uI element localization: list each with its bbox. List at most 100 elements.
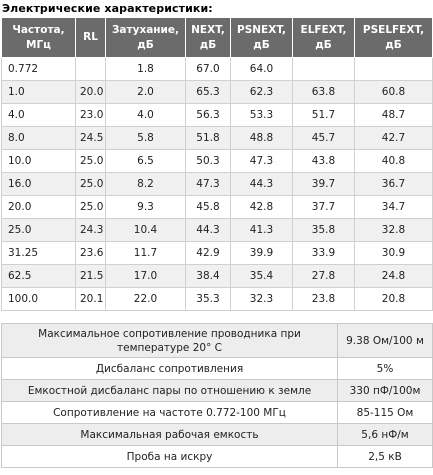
column-header: PSELFEXT, дБ	[354, 17, 433, 58]
table-cell: 51.8	[185, 126, 231, 150]
table-cell: 32.3	[230, 287, 293, 311]
table-row: 62.5 21.5 17.0 38.4 35.4 27.8 24.8	[1, 264, 433, 288]
parameter-row: Проба на искру 2,5 кВ	[1, 445, 433, 468]
table-cell: 43.8	[292, 149, 355, 173]
electrical-specs-table: Частота, МГц RL Затухание, дБ NEXT, дБ PSNEX…	[1, 17, 433, 311]
table-cell: 63.8	[292, 80, 355, 104]
table-cell: 20.0	[75, 80, 106, 104]
table-cell: 20.0	[1, 195, 76, 219]
table-cell: 62.5	[1, 264, 76, 288]
table-row: 31.25 23.6 11.7 42.9 39.9 33.9 30.9	[1, 241, 433, 265]
table-row: 20.0 25.0 9.3 45.8 42.8 37.7 34.7	[1, 195, 433, 219]
table-cell: 22.0	[105, 287, 186, 311]
table-cell: 44.3	[185, 218, 231, 242]
table-cell: 23.0	[75, 103, 106, 127]
table-cell: 42.8	[230, 195, 293, 219]
table-cell: 1.8	[105, 57, 186, 81]
table-cell: 11.7	[105, 241, 186, 265]
table-cell: 45.8	[185, 195, 231, 219]
table-cell: 25.0	[75, 149, 106, 173]
table-cell: 38.4	[185, 264, 231, 288]
parameter-value: 85-115 Ом	[337, 401, 433, 424]
table-cell: 24.8	[354, 264, 433, 288]
table-cell: 9.3	[105, 195, 186, 219]
table-cell: 51.7	[292, 103, 355, 127]
table-cell	[354, 57, 433, 81]
table-cell: 27.8	[292, 264, 355, 288]
parameter-value: 9.38 Ом/100 м	[337, 323, 433, 358]
table-cell: 8.0	[1, 126, 76, 150]
table-cell: 67.0	[185, 57, 231, 81]
table-cell: 39.9	[230, 241, 293, 265]
table-cell: 33.9	[292, 241, 355, 265]
table-cell: 100.0	[1, 287, 76, 311]
table-cell: 42.7	[354, 126, 433, 150]
table-cell: 5.8	[105, 126, 186, 150]
table-cell: 2.0	[105, 80, 186, 104]
parameter-name: Сопротивление на частоте 0.772-100 МГц	[1, 401, 338, 424]
table-row: 16.0 25.0 8.2 47.3 44.3 39.7 36.7	[1, 172, 433, 196]
parameter-value: 2,5 кВ	[337, 445, 433, 468]
table-cell: 20.8	[354, 287, 433, 311]
section-title: Электрические характеристики:	[2, 2, 213, 15]
table-cell: 16.0	[1, 172, 76, 196]
column-header: PSNEXT, дБ	[230, 17, 293, 58]
parameter-name: Проба на искру	[1, 445, 338, 468]
table-cell: 41.3	[230, 218, 293, 242]
table-row: 10.0 25.0 6.5 50.3 47.3 43.8 40.8	[1, 149, 433, 173]
table-cell: 64.0	[230, 57, 293, 81]
table-cell: 35.3	[185, 287, 231, 311]
table-cell: 62.3	[230, 80, 293, 104]
table-cell: 8.2	[105, 172, 186, 196]
table-cell	[75, 57, 106, 81]
table-row: 0.772 1.8 67.0 64.0	[1, 57, 433, 81]
column-header: RL	[75, 17, 106, 58]
table-cell: 65.3	[185, 80, 231, 104]
parameter-row: Максимальное сопротивление проводника пр…	[1, 323, 433, 358]
parameter-name: Максимальное сопротивление проводника пр…	[1, 323, 338, 358]
table-cell: 10.0	[1, 149, 76, 173]
table-cell: 36.7	[354, 172, 433, 196]
table-header-row: Частота, МГц RL Затухание, дБ NEXT, дБ PSNEX…	[1, 17, 433, 58]
table-cell: 25.0	[75, 172, 106, 196]
parameters-body: Максимальное сопротивление проводника пр…	[1, 323, 433, 468]
table-cell: 32.8	[354, 218, 433, 242]
table-cell: 23.8	[292, 287, 355, 311]
parameter-row: Сопротивление на частоте 0.772-100 МГц 85…	[1, 401, 433, 424]
table-cell: 60.8	[354, 80, 433, 104]
table-cell: 48.7	[354, 103, 433, 127]
table-cell: 53.3	[230, 103, 293, 127]
table-body: 0.772 1.8 67.0 64.0 1.0 20.0 2.0 65.3 62.3 63.8 60…	[1, 57, 433, 311]
table-row: 1.0 20.0 2.0 65.3 62.3 63.8 60.8	[1, 80, 433, 104]
table-cell: 4.0	[105, 103, 186, 127]
table-row: 100.0 20.1 22.0 35.3 32.3 23.8 20.8	[1, 287, 433, 311]
parameter-value: 5,6 нФ/м	[337, 423, 433, 446]
table-cell: 23.6	[75, 241, 106, 265]
table-cell: 47.3	[185, 172, 231, 196]
table-cell: 45.7	[292, 126, 355, 150]
table-row: 4.0 23.0 4.0 56.3 53.3 51.7 48.7	[1, 103, 433, 127]
column-header: Частота, МГц	[1, 17, 76, 58]
parameter-name: Дисбаланс сопротивления	[1, 357, 338, 380]
table-cell: 0.772	[1, 57, 76, 81]
table-cell	[292, 57, 355, 81]
table-cell: 25.0	[1, 218, 76, 242]
table-cell: 25.0	[75, 195, 106, 219]
table-cell: 30.9	[354, 241, 433, 265]
table-cell: 42.9	[185, 241, 231, 265]
table-cell: 20.1	[75, 287, 106, 311]
parameter-value: 5%	[337, 357, 433, 380]
table-cell: 35.8	[292, 218, 355, 242]
column-header: NEXT, дБ	[185, 17, 231, 58]
table-cell: 50.3	[185, 149, 231, 173]
table-cell: 1.0	[1, 80, 76, 104]
table-cell: 48.8	[230, 126, 293, 150]
table-cell: 31.25	[1, 241, 76, 265]
table-row: 25.0 24.3 10.4 44.3 41.3 35.8 32.8	[1, 218, 433, 242]
table-cell: 34.7	[354, 195, 433, 219]
parameter-name: Емкостной дисбаланс пары по отношению к …	[1, 379, 338, 402]
table-cell: 39.7	[292, 172, 355, 196]
table-cell: 24.5	[75, 126, 106, 150]
table-row: 8.0 24.5 5.8 51.8 48.8 45.7 42.7	[1, 126, 433, 150]
table-cell: 4.0	[1, 103, 76, 127]
